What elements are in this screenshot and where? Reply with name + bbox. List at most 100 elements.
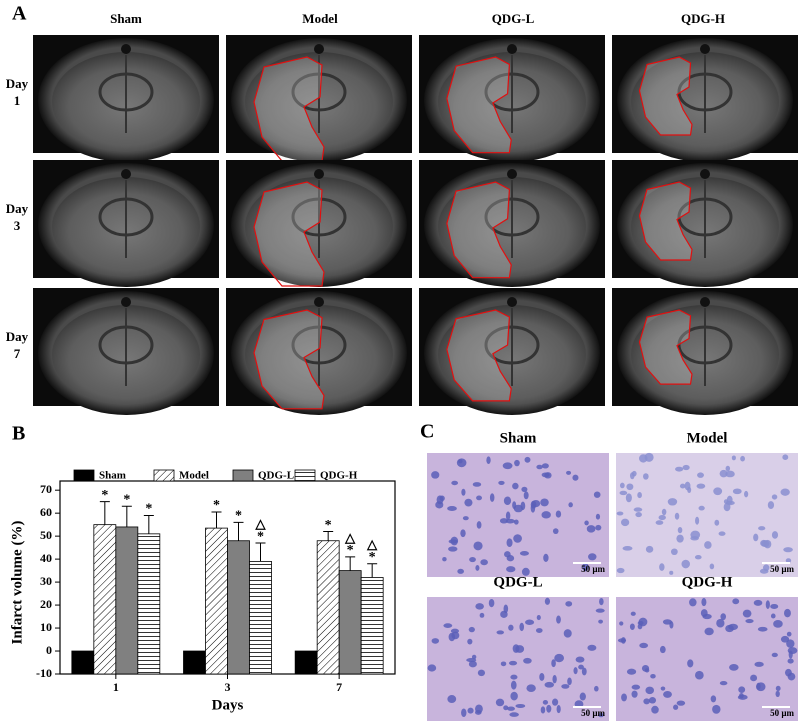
image-title: QDG-L [493, 574, 542, 590]
error-bar [233, 521, 244, 541]
nucleus [682, 464, 690, 471]
bar [93, 524, 117, 675]
image-title: Sham [500, 430, 537, 446]
nucleus [595, 608, 605, 613]
nucleus [506, 566, 516, 573]
nucleus [744, 490, 749, 498]
nucleus [539, 672, 545, 681]
nucleus [598, 619, 603, 624]
nucleus [784, 608, 791, 618]
nucleus [535, 628, 543, 633]
significance-mark: * [325, 518, 332, 533]
nucleus [655, 520, 664, 525]
nucleus [637, 623, 643, 630]
nucleus [725, 500, 735, 506]
nucleus [731, 455, 736, 461]
nucleus [773, 619, 783, 628]
mri-image [33, 288, 219, 415]
nucleus [695, 516, 700, 525]
nucleus [474, 709, 482, 715]
significance-mark: * [101, 488, 108, 503]
nucleus [780, 635, 790, 643]
legend-label: QDG-H [320, 470, 358, 482]
nucleus [471, 654, 477, 660]
nucleus [756, 682, 761, 690]
y-tick-label: 50 [40, 528, 52, 542]
nucleus [719, 469, 728, 478]
mri-image [419, 35, 605, 162]
nucleus [536, 464, 543, 470]
nucleus [663, 691, 672, 698]
row-label: 7 [14, 346, 21, 361]
nucleus [552, 698, 559, 706]
nucleus [499, 518, 508, 524]
nucleus [477, 669, 486, 677]
nucleus [728, 623, 739, 631]
nucleus [448, 546, 458, 552]
nucleus [673, 704, 679, 710]
significance-mark: △ [366, 537, 378, 552]
nucleus [659, 563, 665, 571]
nucleus [742, 609, 752, 618]
nucleus [787, 672, 796, 681]
legend-swatch [73, 469, 95, 482]
bar [338, 570, 362, 675]
tissue [427, 453, 609, 577]
nucleus [561, 684, 570, 689]
nucleus [542, 700, 549, 705]
nucleus [443, 623, 453, 628]
nucleus [775, 690, 780, 698]
nucleus [521, 486, 528, 492]
nucleus [526, 684, 536, 693]
nucleus [616, 511, 624, 516]
nucleus [785, 558, 792, 564]
nucleus [508, 624, 514, 631]
nucleus [460, 529, 466, 538]
row-label: Day [6, 201, 29, 216]
nucleus [643, 473, 649, 480]
nucleus [581, 667, 587, 676]
nucleus [669, 570, 674, 575]
nucleus [771, 531, 779, 539]
nucleus [783, 547, 793, 553]
row-label: Day [6, 329, 29, 344]
nucleus [739, 692, 744, 699]
nucleus [675, 466, 684, 472]
nucleus [700, 609, 708, 618]
nucleus [519, 551, 529, 556]
nucleus [486, 456, 491, 465]
nucleus [513, 519, 519, 525]
nucleus [709, 563, 715, 570]
nucleus [479, 612, 485, 618]
nucleus [631, 684, 641, 690]
nucleus [595, 513, 601, 520]
nucleus [599, 598, 604, 606]
nucleus [554, 653, 564, 663]
nucleus [475, 565, 480, 571]
nucleus [513, 504, 524, 513]
mri-image [226, 288, 412, 415]
nucleus [540, 706, 546, 714]
nucleus [667, 498, 678, 506]
nucleus [740, 455, 745, 462]
histology-image: 50 µm [616, 597, 798, 721]
significance-mark: * [123, 492, 130, 507]
mri-image [419, 288, 605, 415]
nucleus [507, 706, 515, 711]
y-tick-label: 10 [40, 620, 52, 634]
vessel [700, 44, 710, 54]
histology-image: 50 µm [616, 452, 798, 577]
nucleus [775, 685, 781, 691]
nucleus [552, 528, 559, 535]
nucleus [447, 695, 457, 704]
nucleus [651, 705, 659, 714]
nucleus [514, 459, 520, 467]
nucleus [556, 615, 561, 624]
nucleus [712, 704, 721, 714]
nucleus [500, 661, 507, 667]
row-label: 3 [14, 218, 21, 233]
nucleus [637, 492, 642, 499]
nucleus [620, 637, 626, 644]
nucleus [575, 656, 585, 663]
nucleus [579, 692, 586, 701]
